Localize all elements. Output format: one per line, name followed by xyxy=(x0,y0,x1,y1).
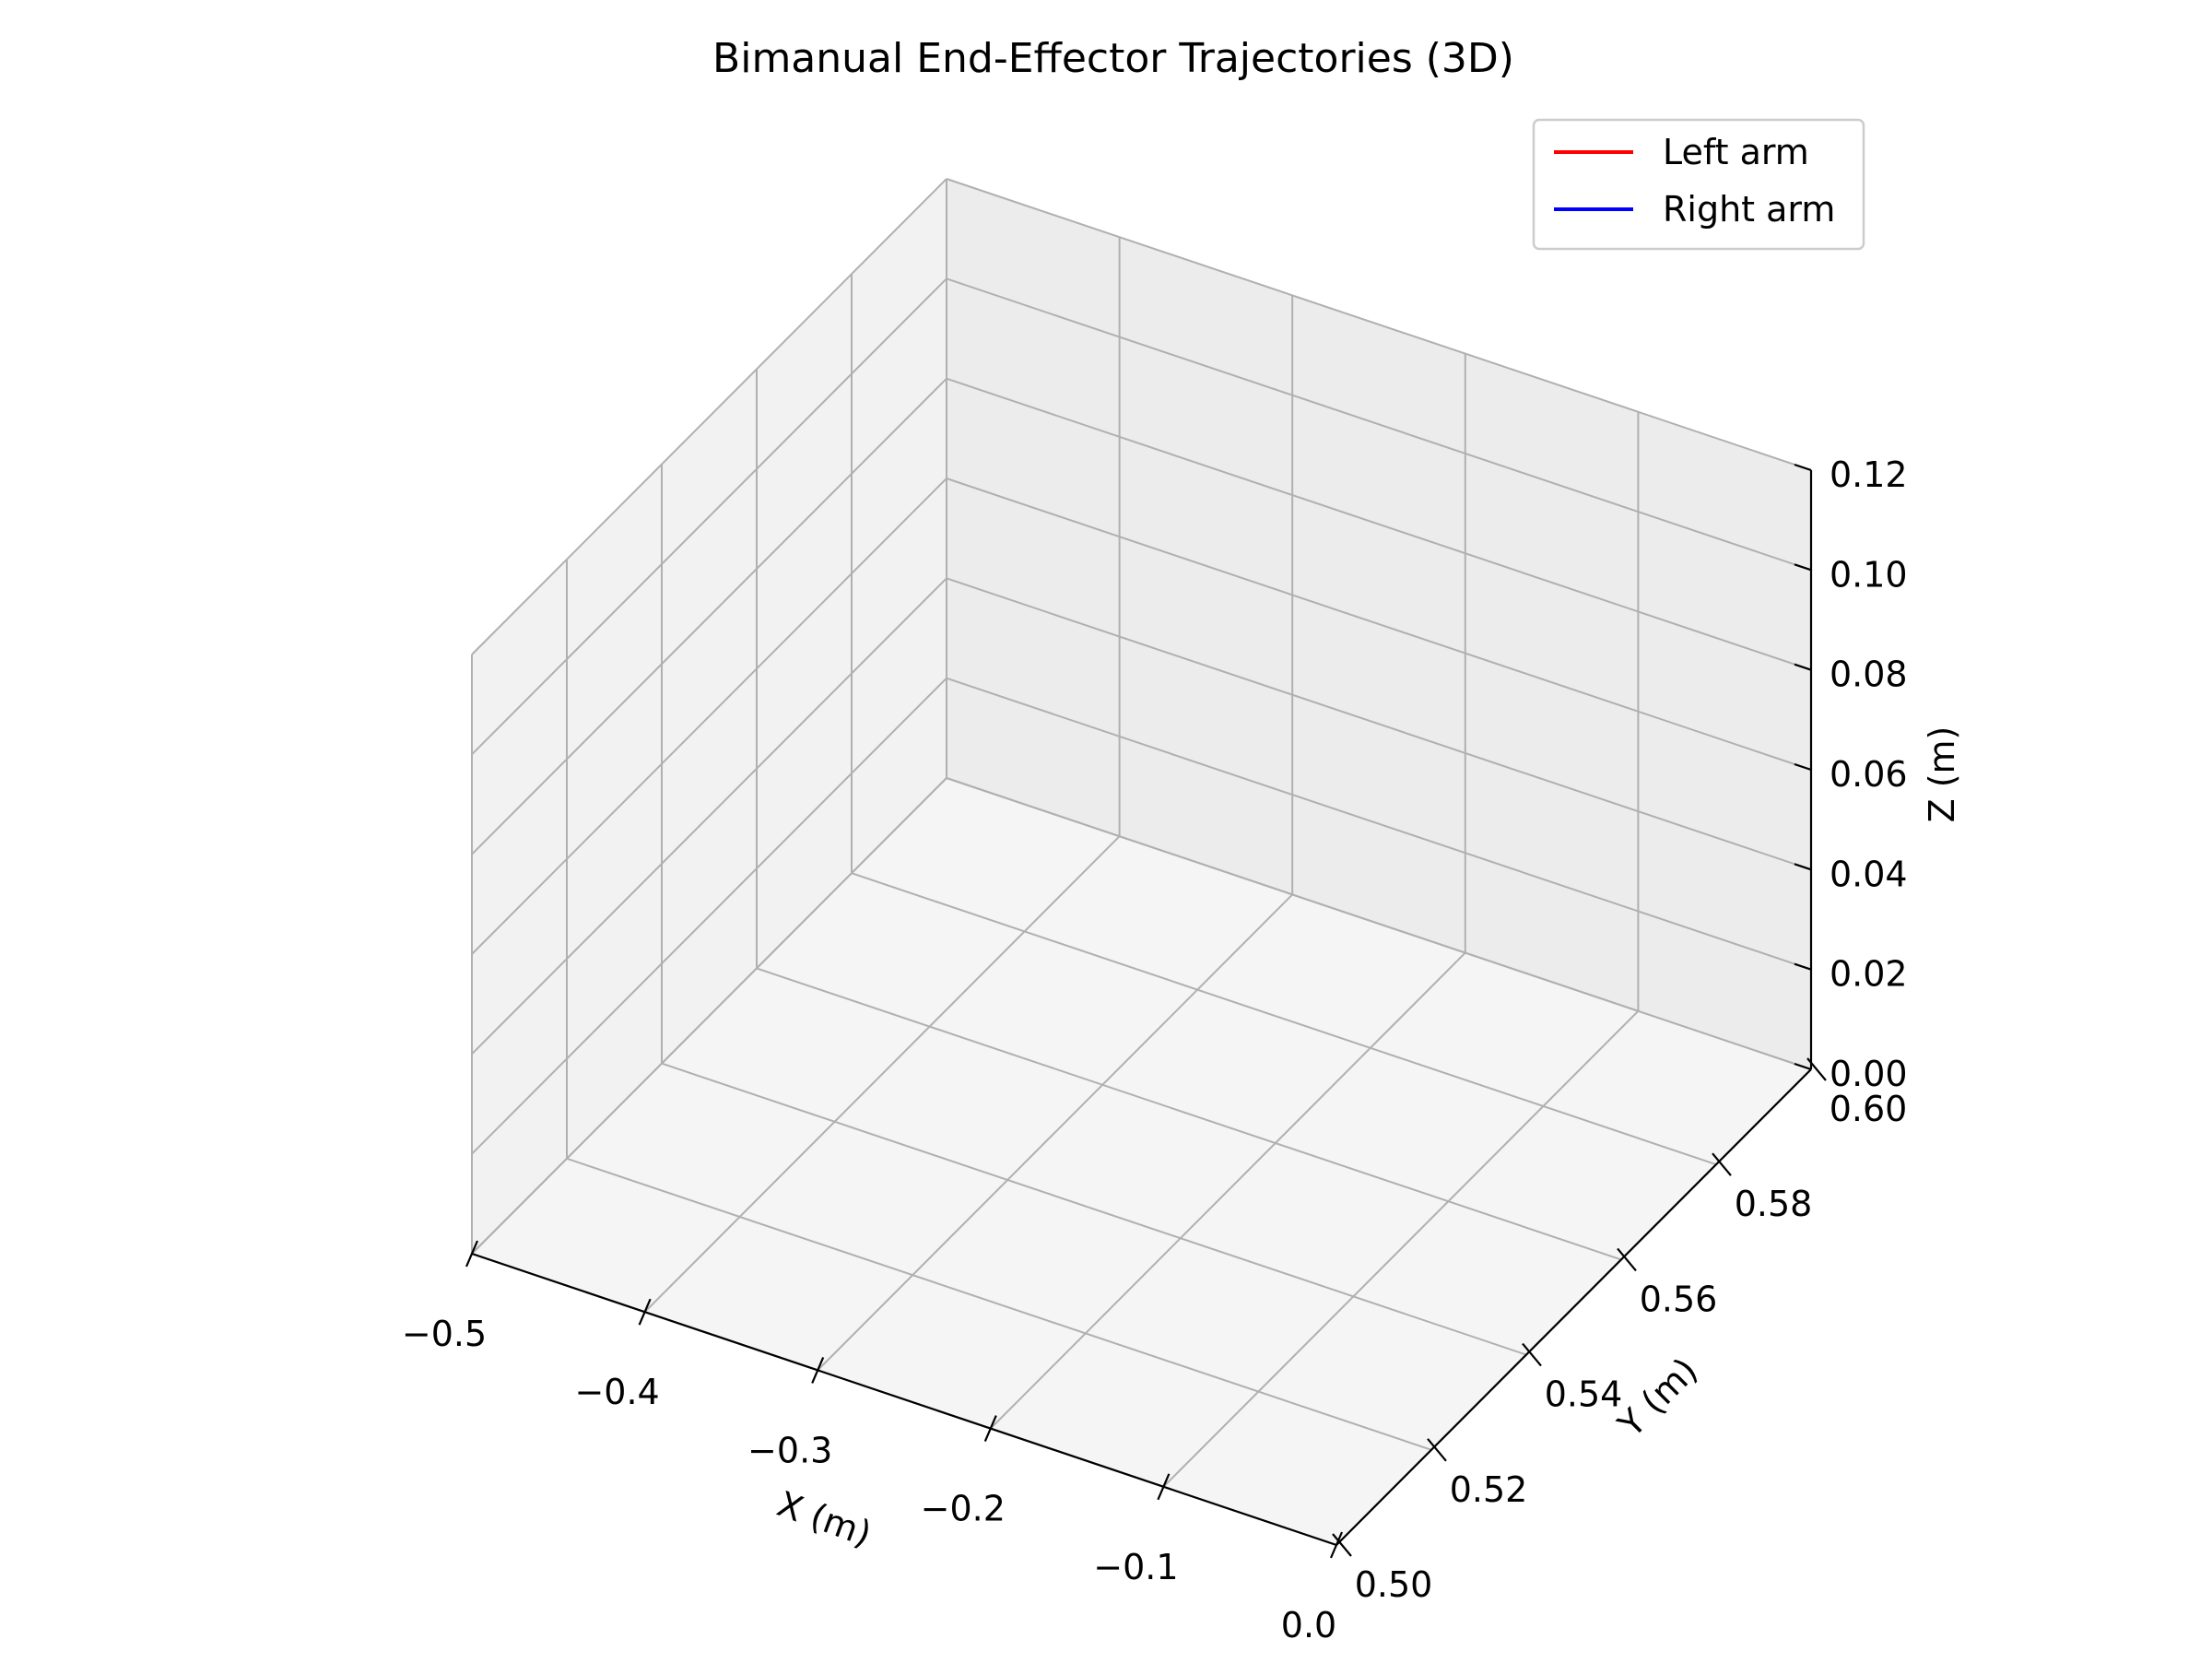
grid-line-z-leftwall xyxy=(471,178,947,655)
y-axis-label: Y (m) xyxy=(1609,1350,1705,1445)
x-tick-label: −0.5 xyxy=(402,1314,487,1354)
grid-line-z-leftwall xyxy=(471,478,947,955)
grid-lines xyxy=(471,178,1812,1546)
z-tick-label: 0.06 xyxy=(1830,754,1908,795)
y-tick xyxy=(1427,1438,1447,1462)
x-axis-label: X (m) xyxy=(772,1483,877,1554)
grid-line-x-floor xyxy=(643,835,1121,1313)
grid-line-z-backwall xyxy=(946,478,1812,771)
z-tick-label: 0.04 xyxy=(1830,854,1908,894)
z-tick xyxy=(1794,863,1812,871)
x-tick xyxy=(465,1240,479,1268)
grid-line-x-floor xyxy=(817,893,1293,1372)
grid-line-y-floor xyxy=(566,1157,1432,1451)
grid-line-z-leftwall xyxy=(471,677,947,1155)
y-tick xyxy=(1806,1057,1827,1081)
y-axis-line xyxy=(1335,1068,1812,1546)
y-tick xyxy=(1617,1247,1637,1272)
z-tick xyxy=(1794,663,1812,671)
x-tick-label: −0.4 xyxy=(574,1372,659,1412)
y-tick xyxy=(1712,1152,1732,1176)
grid-line-z-backwall xyxy=(946,178,1812,471)
grid-line-z-backwall xyxy=(946,277,1812,572)
z-tick-label: 0.00 xyxy=(1830,1054,1908,1094)
grid-line-z-backwall xyxy=(946,577,1812,871)
x-tick-label: −0.1 xyxy=(1093,1547,1178,1587)
grid-line-z-leftwall xyxy=(471,277,947,756)
z-tick xyxy=(1794,1062,1812,1071)
z-tick-label: 0.10 xyxy=(1830,554,1908,595)
z-tick-label: 0.02 xyxy=(1830,954,1908,995)
z-tick-label: 0.08 xyxy=(1830,655,1908,695)
z-tick-label: 0.12 xyxy=(1830,454,1908,495)
x-tick xyxy=(1329,1531,1344,1559)
grid-line-y-floor xyxy=(756,967,1622,1261)
floor-pane xyxy=(472,778,1811,1545)
y-tick-label: 0.60 xyxy=(1830,1089,1908,1129)
z-tick xyxy=(1794,762,1812,772)
x-tick xyxy=(638,1298,652,1326)
grid-line-z-backwall xyxy=(946,677,1812,971)
grid-line-y-floor xyxy=(851,872,1717,1166)
x-tick-label: −0.3 xyxy=(747,1430,832,1470)
grid-line-x-floor xyxy=(990,951,1466,1430)
legend-label: Left arm xyxy=(1663,132,1809,172)
grid-line-y-floor xyxy=(661,1062,1527,1356)
y-tick-label: 0.50 xyxy=(1355,1564,1433,1605)
grid-line-z-leftwall xyxy=(471,777,947,1255)
x-tick-label: −0.2 xyxy=(921,1489,1006,1529)
z-tick xyxy=(1794,962,1812,971)
grid-line-z-leftwall xyxy=(471,577,947,1056)
x-axis-line xyxy=(471,1252,1337,1547)
x-tick xyxy=(1157,1473,1171,1501)
legend: Left arm Right arm xyxy=(1532,118,1865,251)
y-tick xyxy=(1332,1533,1352,1557)
z-tick xyxy=(1794,463,1812,472)
y-tick-label: 0.54 xyxy=(1545,1374,1623,1415)
grid-line-z-backwall xyxy=(946,777,1812,1070)
y-tick-label: 0.58 xyxy=(1735,1184,1813,1224)
z-axis-label: Z (m) xyxy=(1922,726,1962,823)
y-tick xyxy=(1522,1342,1542,1367)
tick-labels: −0.5 −0.4 −0.3 −0.2 −0.1 0.0 0.50 0.52 0.54 0.56 0… xyxy=(402,454,1908,1645)
x-tick xyxy=(811,1356,825,1384)
tick-marks xyxy=(465,463,1827,1559)
x-tick-label: 0.0 xyxy=(1281,1605,1336,1645)
chart-title: Bimanual End-Effector Trajectories (3D) xyxy=(712,35,1514,82)
grid-line-x-floor xyxy=(1162,1010,1640,1488)
grid-line-z-leftwall xyxy=(471,377,947,855)
z-tick xyxy=(1794,563,1812,572)
axis-panes xyxy=(472,179,1811,1545)
y-tick-label: 0.56 xyxy=(1640,1279,1718,1319)
y-tick-label: 0.52 xyxy=(1450,1469,1528,1510)
x-tick xyxy=(983,1415,997,1443)
legend-label: Right arm xyxy=(1663,189,1835,230)
grid-line-z-backwall xyxy=(946,377,1812,671)
